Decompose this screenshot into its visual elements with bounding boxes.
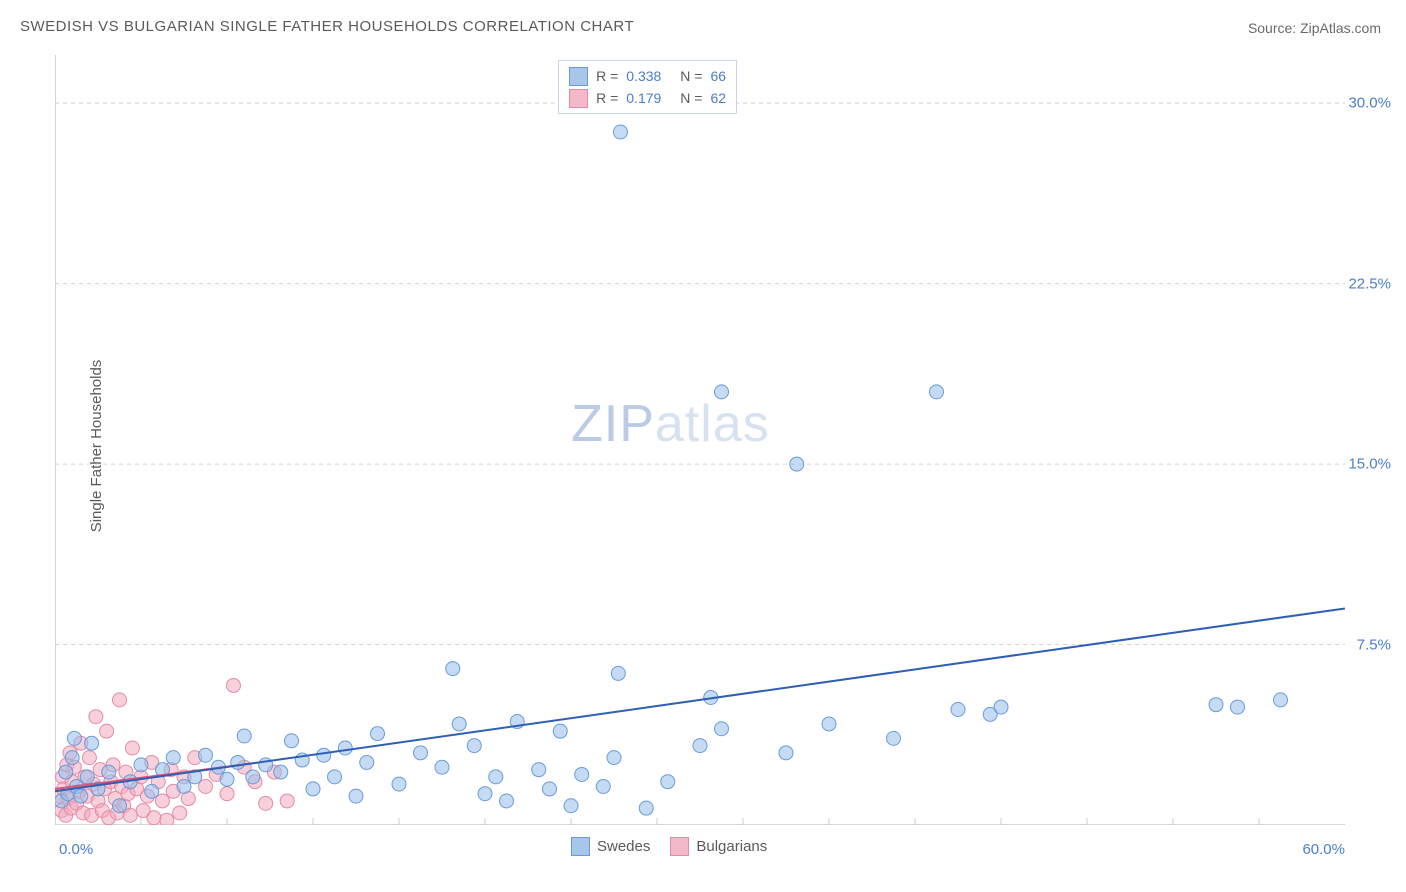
correlation-legend: R = 0.338 N = 66 R = 0.179 N = 62	[558, 60, 737, 114]
legend-r-label: R =	[596, 87, 618, 109]
xtick-label: 0.0%	[59, 841, 93, 858]
legend-n-label: N =	[680, 65, 702, 87]
legend-row: R = 0.338 N = 66	[569, 65, 726, 87]
series-legend: Swedes Bulgarians	[571, 837, 767, 856]
legend-n-label: N =	[680, 87, 702, 109]
chart-svg	[55, 55, 1345, 825]
legend-swatch	[569, 67, 588, 86]
legend-swatch	[670, 837, 689, 856]
source-name: ZipAtlas.com	[1300, 20, 1381, 36]
legend-swatch	[569, 89, 588, 108]
chart-plot-area	[55, 55, 1345, 825]
legend-n-value: 66	[710, 65, 726, 87]
legend-r-label: R =	[596, 65, 618, 87]
xtick-label: 60.0%	[1302, 841, 1345, 858]
legend-swatch	[571, 837, 590, 856]
source-attribution: Source: ZipAtlas.com	[1248, 20, 1381, 36]
ytick-label: 30.0%	[1348, 95, 1391, 112]
legend-row: R = 0.179 N = 62	[569, 87, 726, 109]
source-label: Source:	[1248, 20, 1300, 36]
ytick-label: 22.5%	[1348, 275, 1391, 292]
series-legend-label: Bulgarians	[696, 838, 767, 855]
ytick-label: 7.5%	[1357, 636, 1391, 653]
legend-r-value: 0.179	[626, 87, 672, 109]
ytick-label: 15.0%	[1348, 456, 1391, 473]
series-legend-item: Swedes	[571, 837, 650, 856]
chart-title: SWEDISH VS BULGARIAN SINGLE FATHER HOUSE…	[20, 18, 634, 35]
series-legend-label: Swedes	[597, 838, 650, 855]
legend-r-value: 0.338	[626, 65, 672, 87]
series-legend-item: Bulgarians	[670, 837, 767, 856]
legend-n-value: 62	[710, 87, 726, 109]
